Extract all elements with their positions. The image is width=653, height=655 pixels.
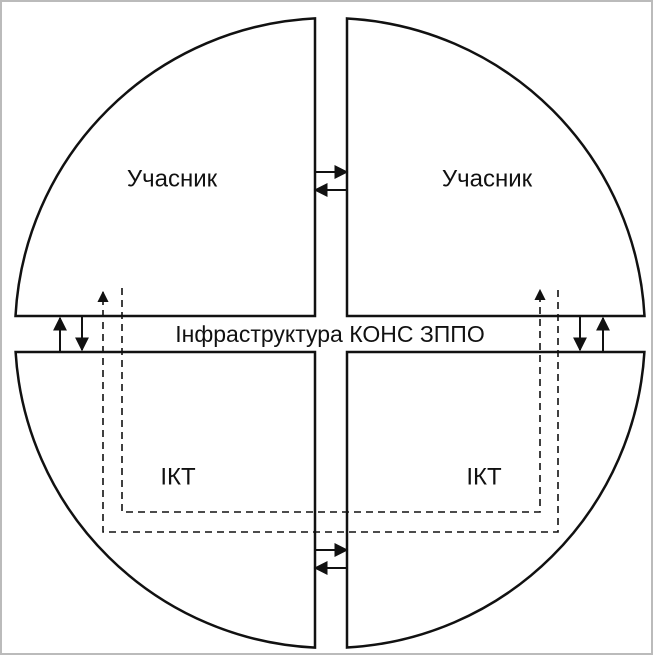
dashed-path	[121, 288, 546, 513]
quadrant-top-right	[345, 17, 646, 318]
quadrant-label: Учасник	[127, 165, 218, 192]
quadrant-label: ІКТ	[160, 463, 196, 490]
dashed-path	[97, 290, 559, 533]
center-label: Інфраструктура КОНС ЗППО	[175, 321, 484, 347]
quadrant-bottom-left	[14, 350, 317, 649]
quadrant-label: Учасник	[442, 165, 533, 192]
quadrant-bottom-right	[345, 350, 646, 649]
quadrant-top-left	[14, 17, 317, 318]
quadrant-label: ІКТ	[466, 463, 502, 490]
